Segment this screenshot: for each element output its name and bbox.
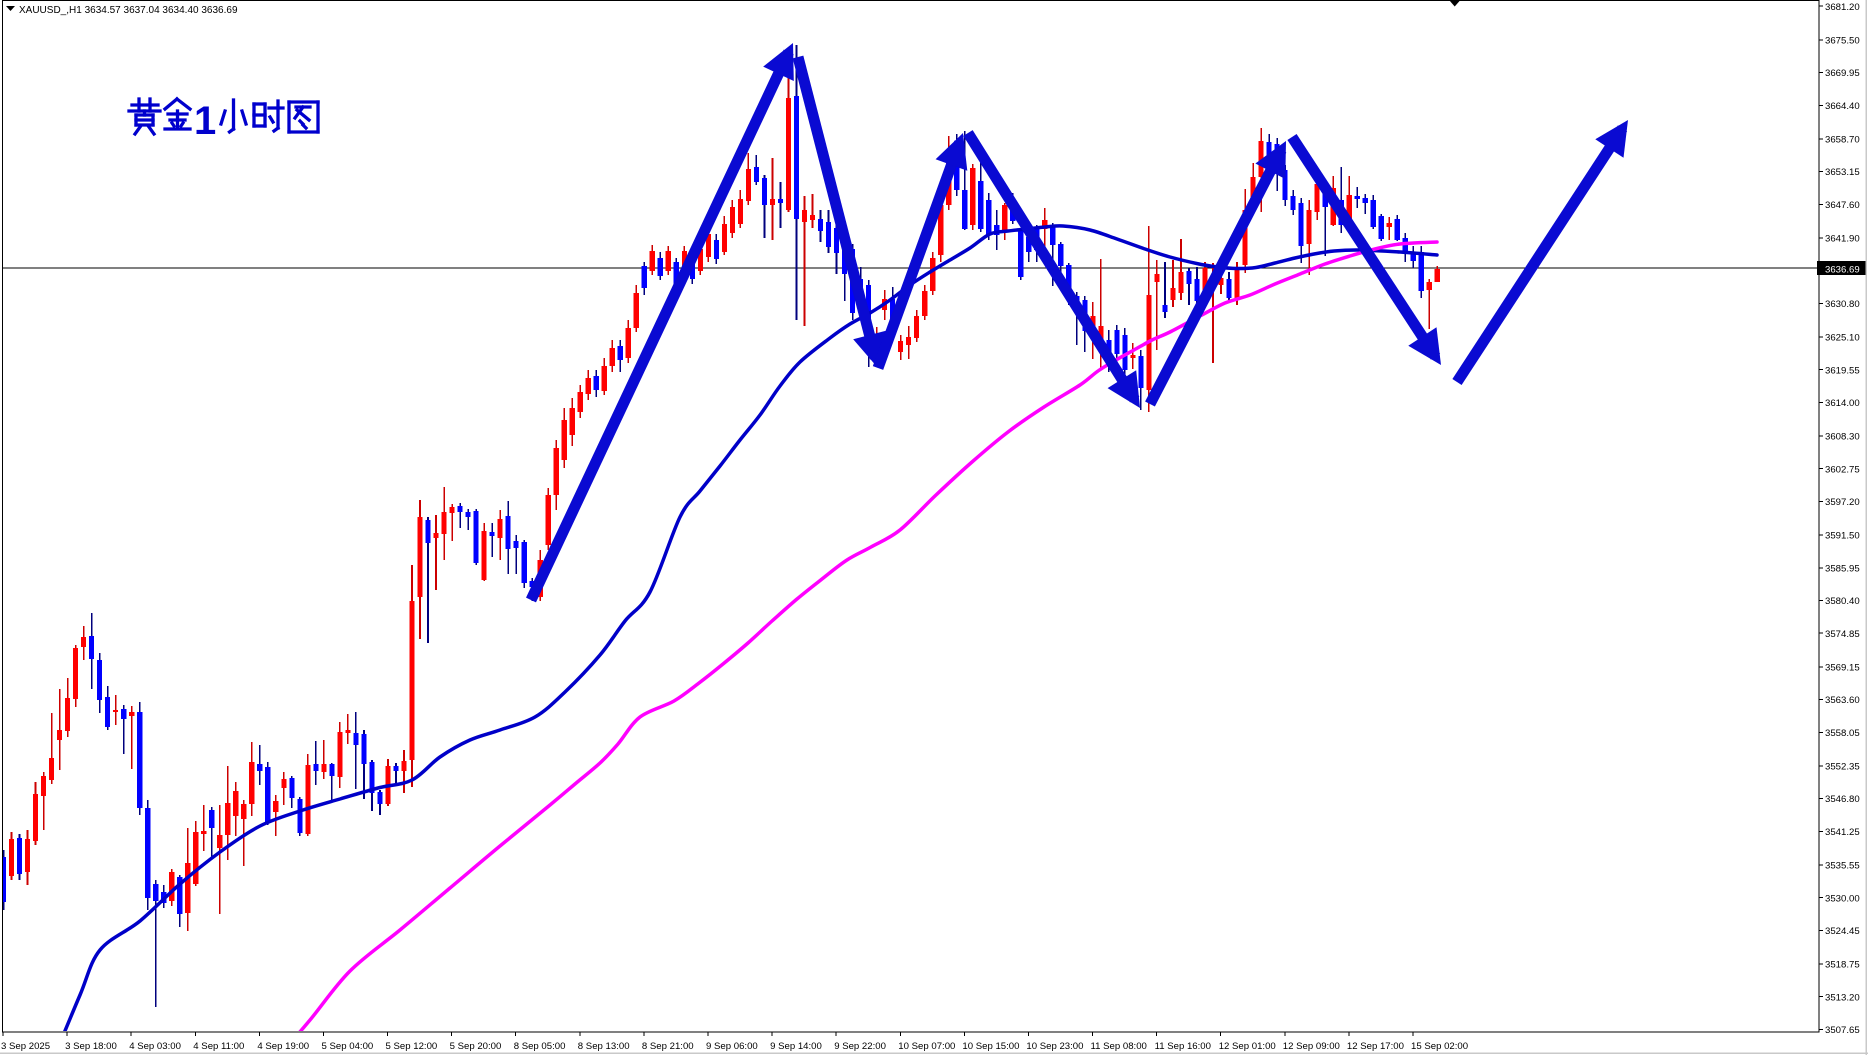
svg-text:10 Sep 15:00: 10 Sep 15:00 bbox=[962, 1041, 1019, 1052]
svg-text:5 Sep 20:00: 5 Sep 20:00 bbox=[450, 1041, 502, 1052]
svg-text:3580.40: 3580.40 bbox=[1825, 596, 1860, 607]
svg-text:3647.60: 3647.60 bbox=[1825, 200, 1860, 211]
svg-text:3653.15: 3653.15 bbox=[1825, 167, 1860, 178]
svg-text:3535.55: 3535.55 bbox=[1825, 861, 1860, 872]
svg-text:10 Sep 23:00: 10 Sep 23:00 bbox=[1026, 1041, 1083, 1052]
svg-text:12 Sep 17:00: 12 Sep 17:00 bbox=[1347, 1041, 1404, 1052]
svg-text:3 Sep 2025: 3 Sep 2025 bbox=[1, 1041, 50, 1052]
svg-text:4 Sep 03:00: 4 Sep 03:00 bbox=[129, 1041, 181, 1052]
svg-text:3585.95: 3585.95 bbox=[1825, 563, 1860, 574]
svg-text:3569.15: 3569.15 bbox=[1825, 662, 1860, 673]
svg-text:9 Sep 06:00: 9 Sep 06:00 bbox=[706, 1041, 758, 1052]
svg-text:3669.95: 3669.95 bbox=[1825, 68, 1860, 79]
svg-text:3591.50: 3591.50 bbox=[1825, 531, 1860, 542]
svg-text:3636.69: 3636.69 bbox=[1825, 265, 1860, 276]
svg-text:3614.00: 3614.00 bbox=[1825, 398, 1860, 409]
svg-text:5 Sep 12:00: 5 Sep 12:00 bbox=[386, 1041, 438, 1052]
svg-text:3574.85: 3574.85 bbox=[1825, 629, 1860, 640]
svg-text:4 Sep 11:00: 4 Sep 11:00 bbox=[193, 1041, 244, 1052]
svg-text:3625.10: 3625.10 bbox=[1825, 333, 1860, 344]
svg-text:3546.80: 3546.80 bbox=[1825, 794, 1860, 805]
svg-text:3681.20: 3681.20 bbox=[1825, 2, 1860, 13]
svg-text:3641.90: 3641.90 bbox=[1825, 234, 1860, 245]
svg-text:3 Sep 18:00: 3 Sep 18:00 bbox=[65, 1041, 117, 1052]
svg-text:3541.25: 3541.25 bbox=[1825, 827, 1860, 838]
svg-text:3597.20: 3597.20 bbox=[1825, 497, 1860, 508]
svg-text:3630.80: 3630.80 bbox=[1825, 299, 1860, 310]
svg-text:3558.05: 3558.05 bbox=[1825, 728, 1860, 739]
svg-text:3552.35: 3552.35 bbox=[1825, 762, 1860, 773]
svg-text:4 Sep 19:00: 4 Sep 19:00 bbox=[257, 1041, 309, 1052]
svg-text:3608.30: 3608.30 bbox=[1825, 432, 1860, 443]
svg-text:15 Sep 02:00: 15 Sep 02:00 bbox=[1411, 1041, 1468, 1052]
svg-text:12 Sep 01:00: 12 Sep 01:00 bbox=[1219, 1041, 1276, 1052]
svg-text:1: 1 bbox=[194, 99, 216, 143]
svg-text:3602.75: 3602.75 bbox=[1825, 464, 1860, 475]
svg-text:12 Sep 09:00: 12 Sep 09:00 bbox=[1283, 1041, 1340, 1052]
svg-text:3675.50: 3675.50 bbox=[1825, 35, 1860, 46]
svg-text:8 Sep 05:00: 8 Sep 05:00 bbox=[514, 1041, 566, 1052]
svg-text:5 Sep 04:00: 5 Sep 04:00 bbox=[322, 1041, 374, 1052]
svg-text:3530.00: 3530.00 bbox=[1825, 893, 1860, 904]
svg-text:8 Sep 21:00: 8 Sep 21:00 bbox=[642, 1041, 694, 1052]
svg-text:3518.75: 3518.75 bbox=[1825, 960, 1860, 971]
svg-text:3507.65: 3507.65 bbox=[1825, 1025, 1860, 1036]
svg-text:XAUUSD_,H1 3634.57 3637.04 36: XAUUSD_,H1 3634.57 3637.04 3634.40 3636.… bbox=[19, 5, 238, 16]
svg-text:9 Sep 14:00: 9 Sep 14:00 bbox=[770, 1041, 822, 1052]
svg-text:3524.45: 3524.45 bbox=[1825, 926, 1860, 937]
svg-text:3664.40: 3664.40 bbox=[1825, 101, 1860, 112]
svg-text:8 Sep 13:00: 8 Sep 13:00 bbox=[578, 1041, 630, 1052]
svg-text:10 Sep 07:00: 10 Sep 07:00 bbox=[898, 1041, 955, 1052]
svg-text:9 Sep 22:00: 9 Sep 22:00 bbox=[834, 1041, 886, 1052]
svg-text:11 Sep 16:00: 11 Sep 16:00 bbox=[1155, 1041, 1211, 1052]
svg-text:3619.55: 3619.55 bbox=[1825, 365, 1860, 376]
svg-text:3563.60: 3563.60 bbox=[1825, 695, 1860, 706]
svg-text:11 Sep 08:00: 11 Sep 08:00 bbox=[1091, 1041, 1147, 1052]
svg-text:3658.70: 3658.70 bbox=[1825, 135, 1860, 146]
svg-text:3513.20: 3513.20 bbox=[1825, 992, 1860, 1003]
